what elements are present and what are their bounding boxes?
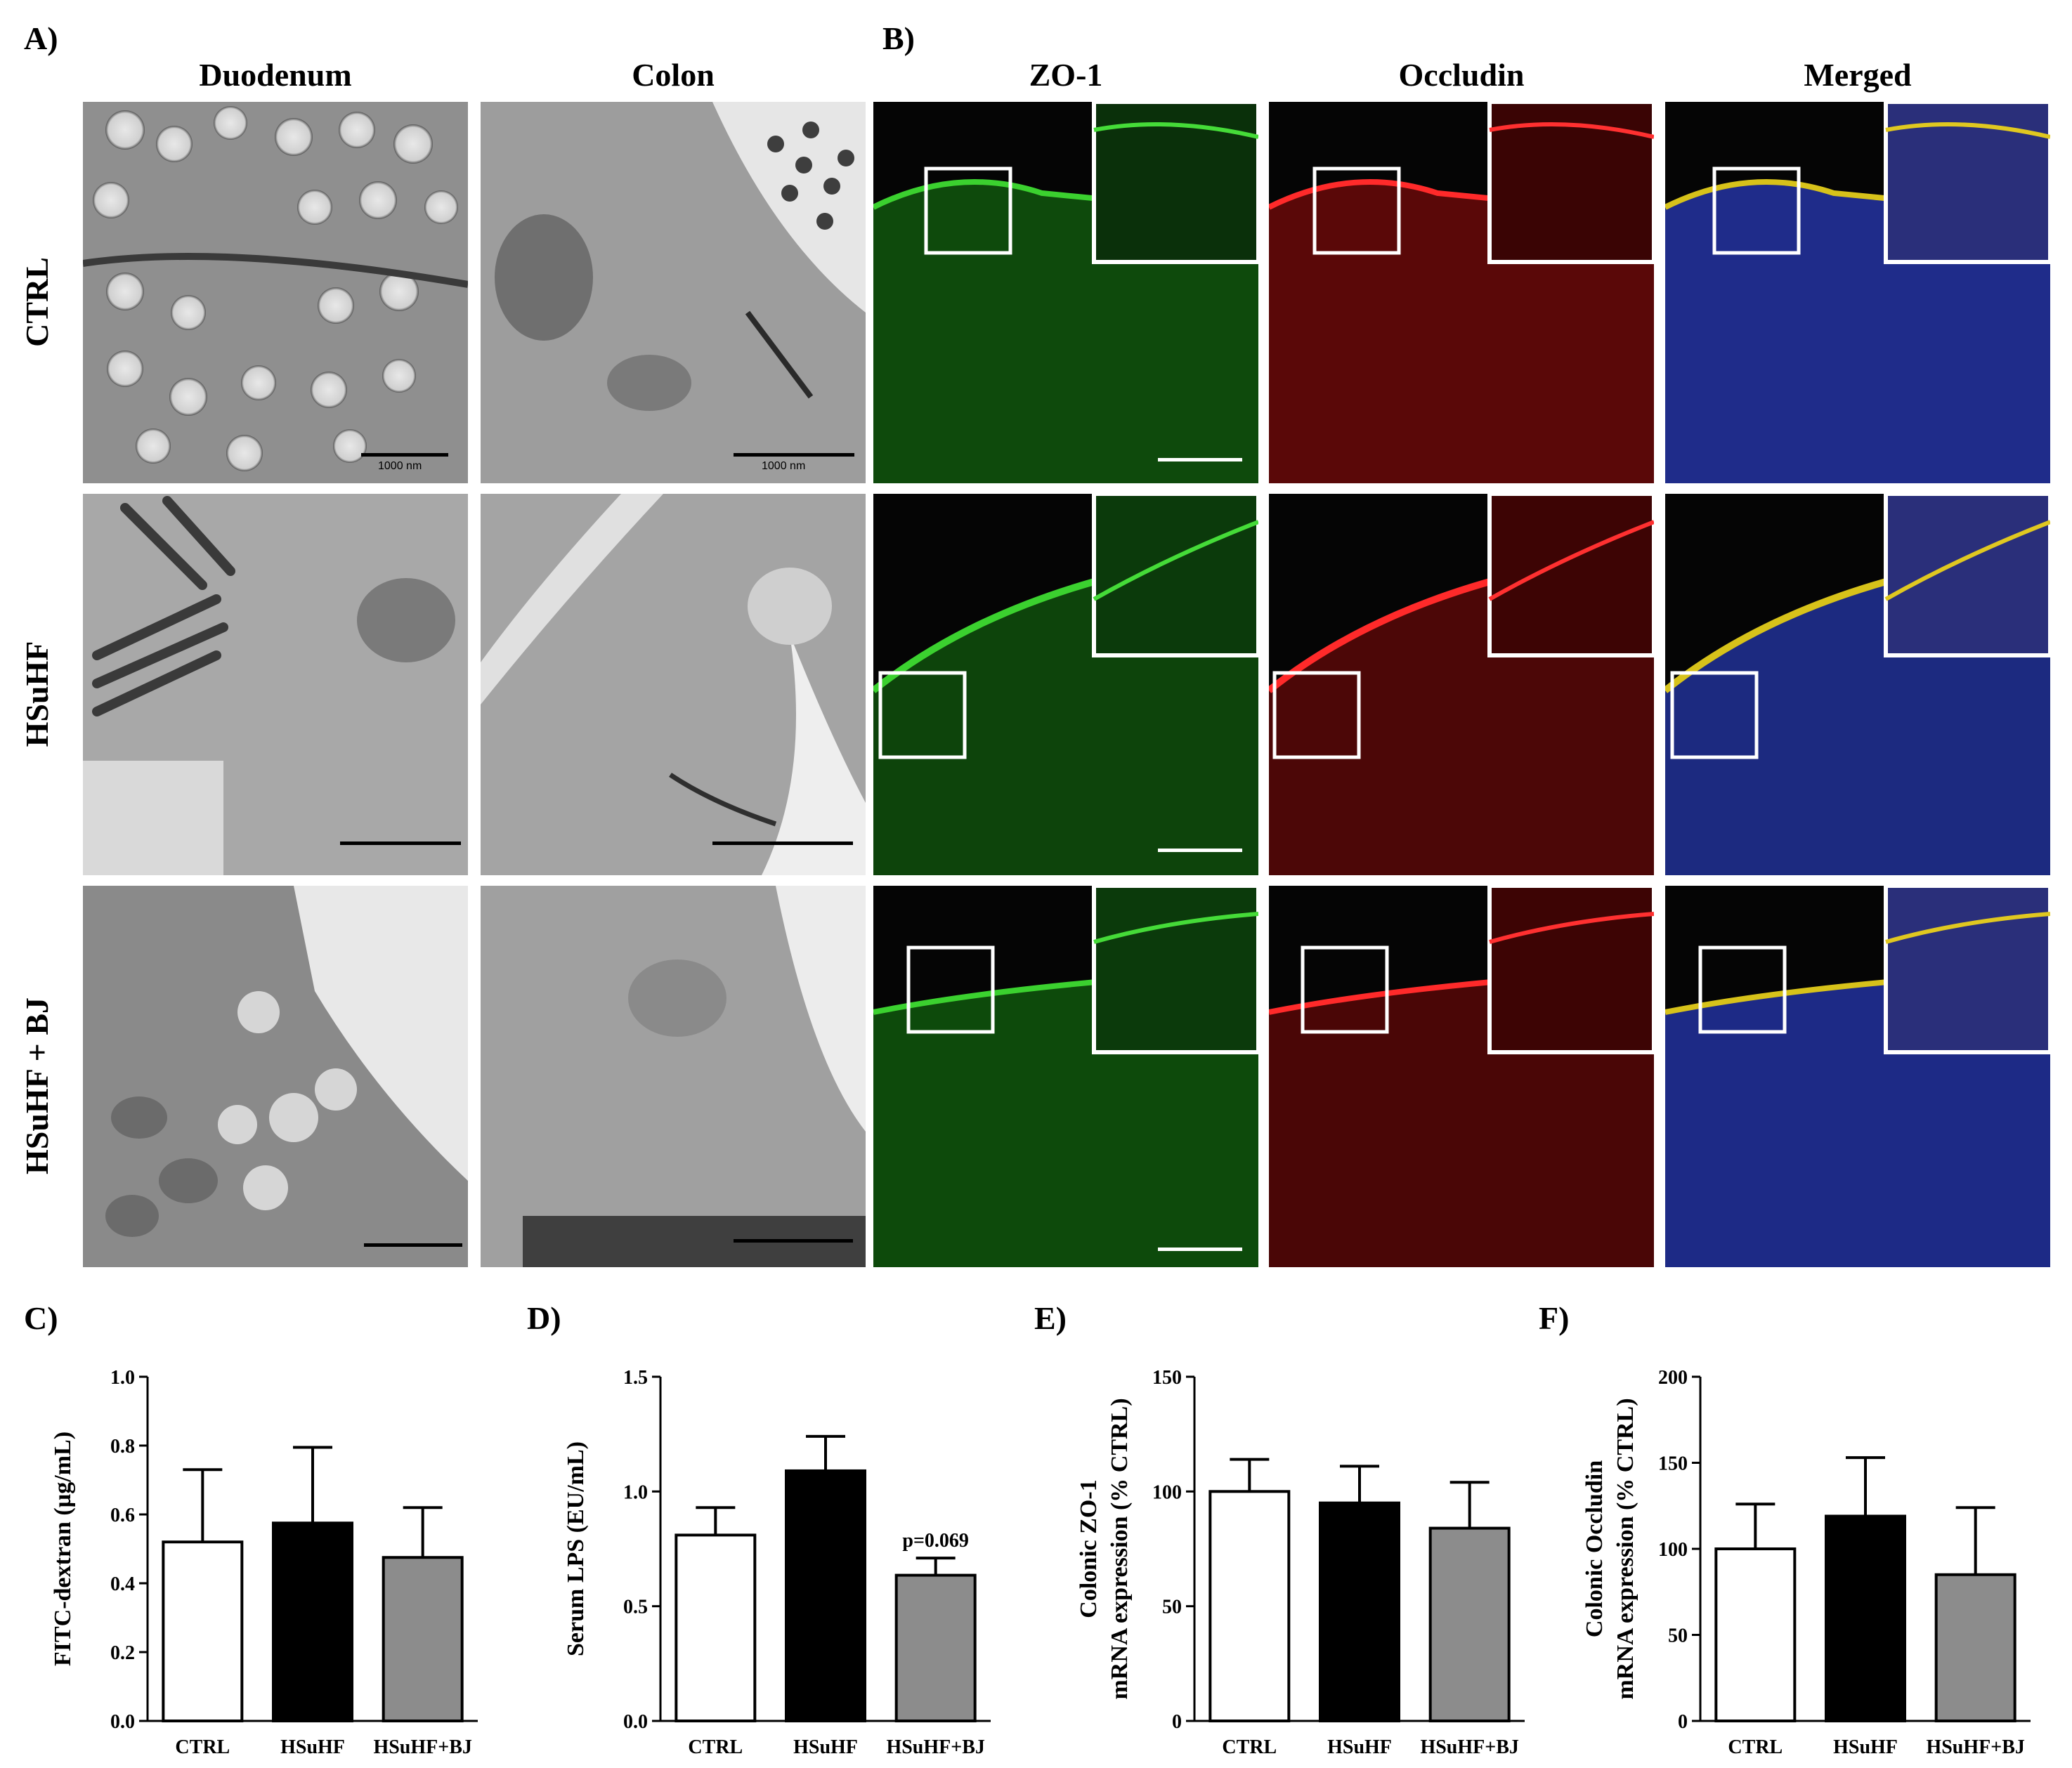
y-tick-label: 1.0 (110, 1367, 135, 1389)
panel-label-c: C) (24, 1300, 58, 1336)
y-tick-label: 1.0 (623, 1481, 648, 1503)
y-tick-label: 1.5 (623, 1367, 648, 1389)
tem-col-header-colon: Colon (632, 57, 715, 93)
x-tick-label: HSuHF (1327, 1736, 1392, 1758)
y-axis-label: FITC-dextran (µg/mL) (50, 1432, 76, 1666)
bar-hsuhf (1825, 1514, 1906, 1722)
panel-label-a: A) (24, 20, 58, 56)
x-tick-label: HSuHF+BJ (373, 1736, 471, 1758)
bar-ctrl (1714, 1547, 1797, 1722)
bar-hsuhf (1319, 1501, 1400, 1723)
bar-hsuhf (272, 1521, 353, 1722)
x-tick-label: CTRL (1222, 1736, 1277, 1758)
y-tick-label: 0.0 (623, 1711, 648, 1733)
y-tick-label: 200 (1658, 1367, 1688, 1389)
y-tick-label: 150 (1152, 1367, 1182, 1389)
panel-label-b: B) (882, 20, 915, 56)
tem-image-colon-ctrl: 1000 nm (481, 102, 866, 483)
tem-image-colon-hsuhf-bj (481, 886, 866, 1267)
y-tick-label: 100 (1152, 1481, 1182, 1503)
panel-label-f: F) (1539, 1300, 1570, 1336)
y-tick-label: 0 (1172, 1711, 1182, 1733)
x-tick-label: HSuHF+BJ (1926, 1736, 2024, 1758)
tem-image-duodenum-hsuhf-bj (83, 886, 468, 1267)
y-tick-label: 0.6 (110, 1505, 135, 1526)
bar-hsuhf (785, 1469, 866, 1723)
confocal-occludin-ctrl (1269, 102, 1654, 483)
y-axis-label: Colonic ZO-1 (1076, 1479, 1102, 1618)
confocal-zo1-hsuhf-bj (873, 886, 1258, 1267)
confocal-col-header-zo1: ZO-1 (1029, 57, 1103, 93)
y-tick-label: 0.0 (110, 1711, 135, 1733)
confocal-occludin-hsuhf-bj (1269, 886, 1654, 1267)
bar-hsuhf-bj (1934, 1573, 2016, 1722)
x-tick-label: HSuHF (280, 1736, 345, 1758)
bar-ctrl (1208, 1490, 1291, 1722)
chart-d-serum-lps: 0.0 0.5 1.0 1.5 Serum LPS (EU/mL) CTRL HSuHF HS… (563, 1367, 991, 1758)
chart-c-fitc-dextran: 0.0 0.2 0.4 0.6 0.8 1.0 FITC-dextran (µg/mL) CT… (50, 1367, 478, 1758)
row-header-hsuhf: HSuHF (19, 641, 55, 747)
x-tick-label: HSuHF+BJ (886, 1736, 984, 1758)
y-tick-label: 0.4 (110, 1573, 135, 1595)
y-axis-label-line2: mRNA expression (% CTRL) (1612, 1398, 1638, 1699)
bar-hsuhf-bj (382, 1556, 464, 1722)
scalebar-label: 1000 nm (762, 460, 806, 472)
y-tick-label: 0.2 (110, 1642, 135, 1664)
y-axis-label: Serum LPS (EU/mL) (563, 1441, 589, 1656)
p-value-annotation: p=0.069 (902, 1530, 969, 1552)
x-tick-label: CTRL (1728, 1736, 1783, 1758)
x-tick-label: CTRL (688, 1736, 743, 1758)
tem-col-header-duodenum: Duodenum (199, 57, 352, 93)
row-header-ctrl: CTRL (19, 257, 55, 347)
confocal-merged-ctrl (1665, 102, 2050, 483)
bar-hsuhf-bj (894, 1573, 977, 1723)
chart-f-colonic-occludin: 0 50 100 150 200 Colonic Occludin mRNA express… (1582, 1367, 2031, 1758)
scalebar-label: 1000 nm (378, 460, 422, 472)
panel-label-d: D) (527, 1300, 561, 1336)
x-tick-label: HSuHF+BJ (1420, 1736, 1518, 1758)
y-tick-label: 0.5 (623, 1597, 648, 1618)
bar-hsuhf-bj (1428, 1526, 1511, 1722)
y-tick-label: 100 (1658, 1539, 1688, 1561)
y-axis-label-line2: mRNA expression (% CTRL) (1107, 1398, 1133, 1699)
confocal-occludin-hsuhf (1269, 494, 1654, 875)
confocal-merged-hsuhf (1665, 494, 2050, 875)
tem-image-colon-hsuhf (481, 494, 866, 875)
confocal-merged-hsuhf-bj (1665, 886, 2050, 1267)
y-tick-label: 50 (1162, 1597, 1182, 1618)
x-tick-label: CTRL (175, 1736, 230, 1758)
x-tick-label: HSuHF (793, 1736, 858, 1758)
confocal-col-header-occludin: Occludin (1398, 57, 1525, 93)
panel-label-e: E) (1034, 1300, 1067, 1336)
confocal-col-header-merged: Merged (1804, 57, 1912, 93)
tem-image-duodenum-hsuhf (83, 494, 468, 875)
bar-ctrl (675, 1533, 757, 1722)
y-axis-label: Colonic Occludin (1582, 1460, 1608, 1637)
tem-image-duodenum-ctrl: 1000 nm (83, 102, 468, 483)
confocal-zo1-ctrl (873, 102, 1258, 483)
row-header-hsuhf-bj: HSuHF + BJ (19, 997, 55, 1175)
y-tick-label: 0.8 (110, 1436, 135, 1458)
confocal-zo1-hsuhf (873, 494, 1258, 875)
y-tick-label: 0 (1678, 1711, 1688, 1733)
bar-ctrl (162, 1540, 244, 1723)
y-tick-label: 150 (1658, 1453, 1688, 1475)
x-tick-label: HSuHF (1833, 1736, 1898, 1758)
chart-e-colonic-zo1: 0 50 100 150 Colonic ZO-1 mRNA expression (% … (1076, 1367, 1525, 1758)
y-tick-label: 50 (1668, 1625, 1688, 1647)
